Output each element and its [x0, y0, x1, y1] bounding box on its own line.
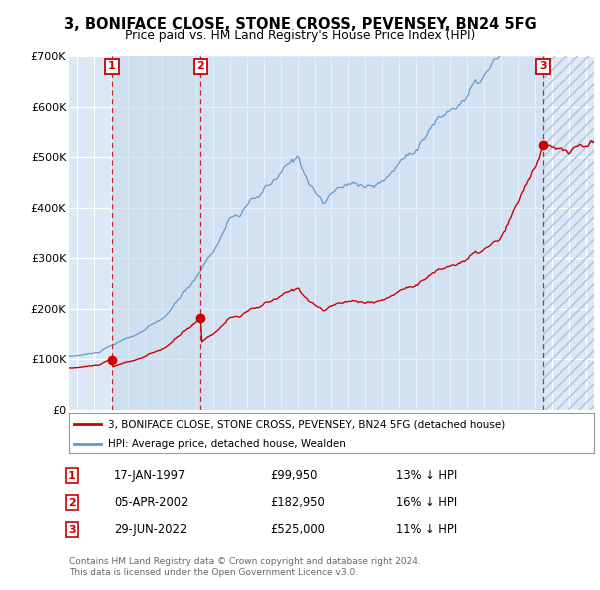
Text: 3, BONIFACE CLOSE, STONE CROSS, PEVENSEY, BN24 5FG: 3, BONIFACE CLOSE, STONE CROSS, PEVENSEY…	[64, 17, 536, 31]
Text: 3: 3	[68, 525, 76, 535]
Bar	[200, 56, 543, 410]
Text: Contains HM Land Registry data © Crown copyright and database right 2024.: Contains HM Land Registry data © Crown c…	[69, 558, 421, 566]
Text: 2: 2	[197, 61, 204, 71]
Text: 1: 1	[68, 471, 76, 480]
Text: £99,950: £99,950	[270, 469, 317, 482]
Text: 16% ↓ HPI: 16% ↓ HPI	[396, 496, 457, 509]
Text: £182,950: £182,950	[270, 496, 325, 509]
Text: 2: 2	[68, 498, 76, 507]
Text: 29-JUN-2022: 29-JUN-2022	[114, 523, 187, 536]
Text: £525,000: £525,000	[270, 523, 325, 536]
Text: 3: 3	[539, 61, 547, 71]
Bar	[543, 56, 594, 410]
Text: 3, BONIFACE CLOSE, STONE CROSS, PEVENSEY, BN24 5FG (detached house): 3, BONIFACE CLOSE, STONE CROSS, PEVENSEY…	[109, 419, 506, 430]
Text: 17-JAN-1997: 17-JAN-1997	[114, 469, 186, 482]
Text: HPI: Average price, detached house, Wealden: HPI: Average price, detached house, Weal…	[109, 440, 346, 450]
Text: 11% ↓ HPI: 11% ↓ HPI	[396, 523, 457, 536]
Text: This data is licensed under the Open Government Licence v3.0.: This data is licensed under the Open Gov…	[69, 568, 358, 577]
Text: 05-APR-2002: 05-APR-2002	[114, 496, 188, 509]
Text: 13% ↓ HPI: 13% ↓ HPI	[396, 469, 457, 482]
Bar	[112, 56, 200, 410]
Text: Price paid vs. HM Land Registry's House Price Index (HPI): Price paid vs. HM Land Registry's House …	[125, 30, 475, 42]
Text: 1: 1	[108, 61, 116, 71]
